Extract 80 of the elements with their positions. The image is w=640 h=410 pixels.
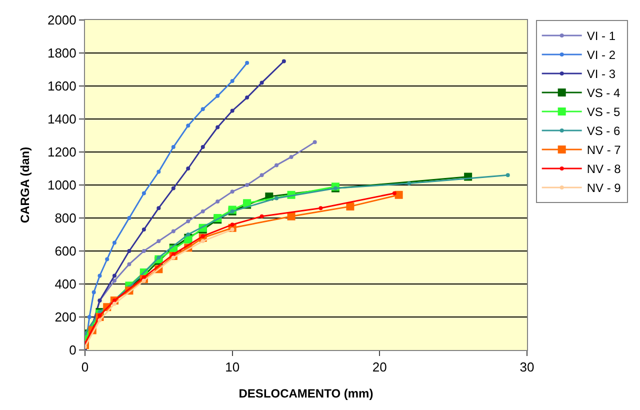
point (287, 212, 296, 220)
point (289, 154, 294, 159)
point (156, 170, 161, 174)
point (260, 173, 264, 178)
y-tick-label: 2000 (47, 12, 76, 28)
point (230, 190, 234, 194)
point (156, 239, 161, 244)
point (282, 59, 286, 64)
point (112, 274, 116, 278)
point (112, 240, 116, 245)
legend-label: VI - 1 (586, 29, 616, 44)
point (186, 166, 190, 170)
point (98, 318, 102, 322)
point (87, 315, 92, 319)
y-tick-label: 400 (54, 276, 76, 292)
point (200, 107, 205, 112)
y-tick-label: 1000 (47, 178, 76, 193)
point (105, 257, 110, 262)
point (216, 200, 220, 204)
point (245, 60, 250, 65)
y-tick-label: 0 (69, 342, 76, 358)
legend-label: NV - 7 (586, 143, 622, 158)
point (407, 181, 412, 186)
x-tick-label: 0 (81, 360, 89, 375)
point (186, 232, 190, 236)
point (312, 140, 317, 144)
legend-label: VI - 2 (586, 48, 616, 62)
point (394, 190, 403, 199)
x-axis-title: DESLOCAMENTO (mm) (238, 386, 374, 400)
y-tick-label: 600 (54, 244, 76, 259)
point (112, 278, 116, 283)
point (186, 219, 190, 224)
point (230, 108, 234, 113)
point (156, 206, 161, 210)
point (142, 228, 146, 232)
point (216, 94, 220, 98)
point (127, 249, 132, 253)
point (274, 196, 279, 200)
point (392, 191, 396, 196)
point (318, 206, 323, 210)
point (230, 79, 234, 84)
point (216, 125, 220, 130)
point (127, 216, 132, 220)
x-tick-label: 20 (372, 360, 387, 375)
point (127, 262, 132, 266)
point (186, 124, 190, 128)
y-axis-title: CARGA (dan) (18, 146, 32, 224)
point (274, 163, 279, 168)
legend-label: NV - 8 (586, 162, 622, 176)
legend-label: VS - 4 (586, 86, 621, 100)
legend-label: VI - 3 (586, 67, 616, 82)
y-tick-label: 1400 (47, 112, 76, 127)
point (260, 214, 264, 218)
y-tick-label: 1800 (47, 46, 76, 61)
point (171, 186, 176, 190)
point (112, 302, 116, 306)
point (142, 249, 146, 253)
point (92, 290, 96, 294)
point (230, 222, 234, 227)
point (200, 239, 205, 244)
point (506, 173, 510, 178)
point (245, 96, 250, 100)
point (171, 145, 176, 150)
legend-label: VS - 5 (586, 105, 621, 120)
point (200, 145, 205, 150)
point (98, 274, 102, 278)
y-tick-label: 1200 (47, 144, 76, 160)
point (346, 202, 354, 210)
y-tick-label: 800 (54, 210, 76, 226)
x-tick-label: 10 (225, 360, 240, 375)
point (171, 229, 176, 234)
legend-label: NV - 9 (586, 181, 622, 196)
y-tick-label: 1600 (47, 78, 76, 94)
point (245, 183, 250, 187)
y-tick-label: 200 (54, 310, 76, 325)
point (200, 209, 205, 214)
point (260, 80, 264, 85)
legend-label: VS - 6 (586, 124, 621, 138)
x-tick-label: 30 (520, 360, 534, 375)
point (142, 191, 146, 196)
